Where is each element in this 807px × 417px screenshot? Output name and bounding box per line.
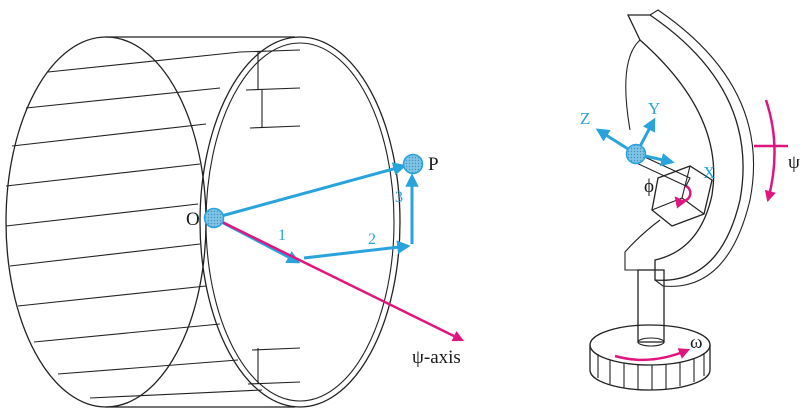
vector-o-to-p <box>213 162 407 220</box>
c-yoke <box>626 14 744 281</box>
psi-axis-label: ψ-axis <box>412 347 461 368</box>
pivot-point <box>625 143 647 165</box>
psi-label: ψ <box>788 152 800 173</box>
drum-front-rim-inner <box>205 42 395 402</box>
drum-slats <box>5 49 301 399</box>
psi-axis-arrow <box>213 216 465 342</box>
origin-point <box>203 207 225 229</box>
gimbal-diagram: ω ψ Z Y X ϕ <box>580 9 800 391</box>
drum-front-rim <box>199 36 401 408</box>
drum-diagram: O P 1 2 3 ψ-axis <box>5 36 465 408</box>
z-axis-label: Z <box>580 109 590 128</box>
phi-label: ϕ <box>644 176 654 197</box>
phi-rotation-arrow <box>674 184 692 209</box>
step-label-3: 3 <box>395 189 403 206</box>
psi-rotation-arrow <box>764 99 776 203</box>
step-label-1: 1 <box>278 227 286 244</box>
base-disk-side <box>589 345 711 391</box>
step-label-2: 2 <box>368 231 376 248</box>
base-knurl <box>597 353 705 390</box>
y-axis-label: Y <box>648 99 660 118</box>
origin-label: O <box>186 209 200 230</box>
x-axis-label: X <box>703 163 715 182</box>
point-p <box>402 153 424 175</box>
omega-label: ω <box>690 332 703 353</box>
omega-rotation-arrow <box>614 348 691 362</box>
point-p-label: P <box>428 154 439 175</box>
step-vector-2 <box>303 240 411 260</box>
